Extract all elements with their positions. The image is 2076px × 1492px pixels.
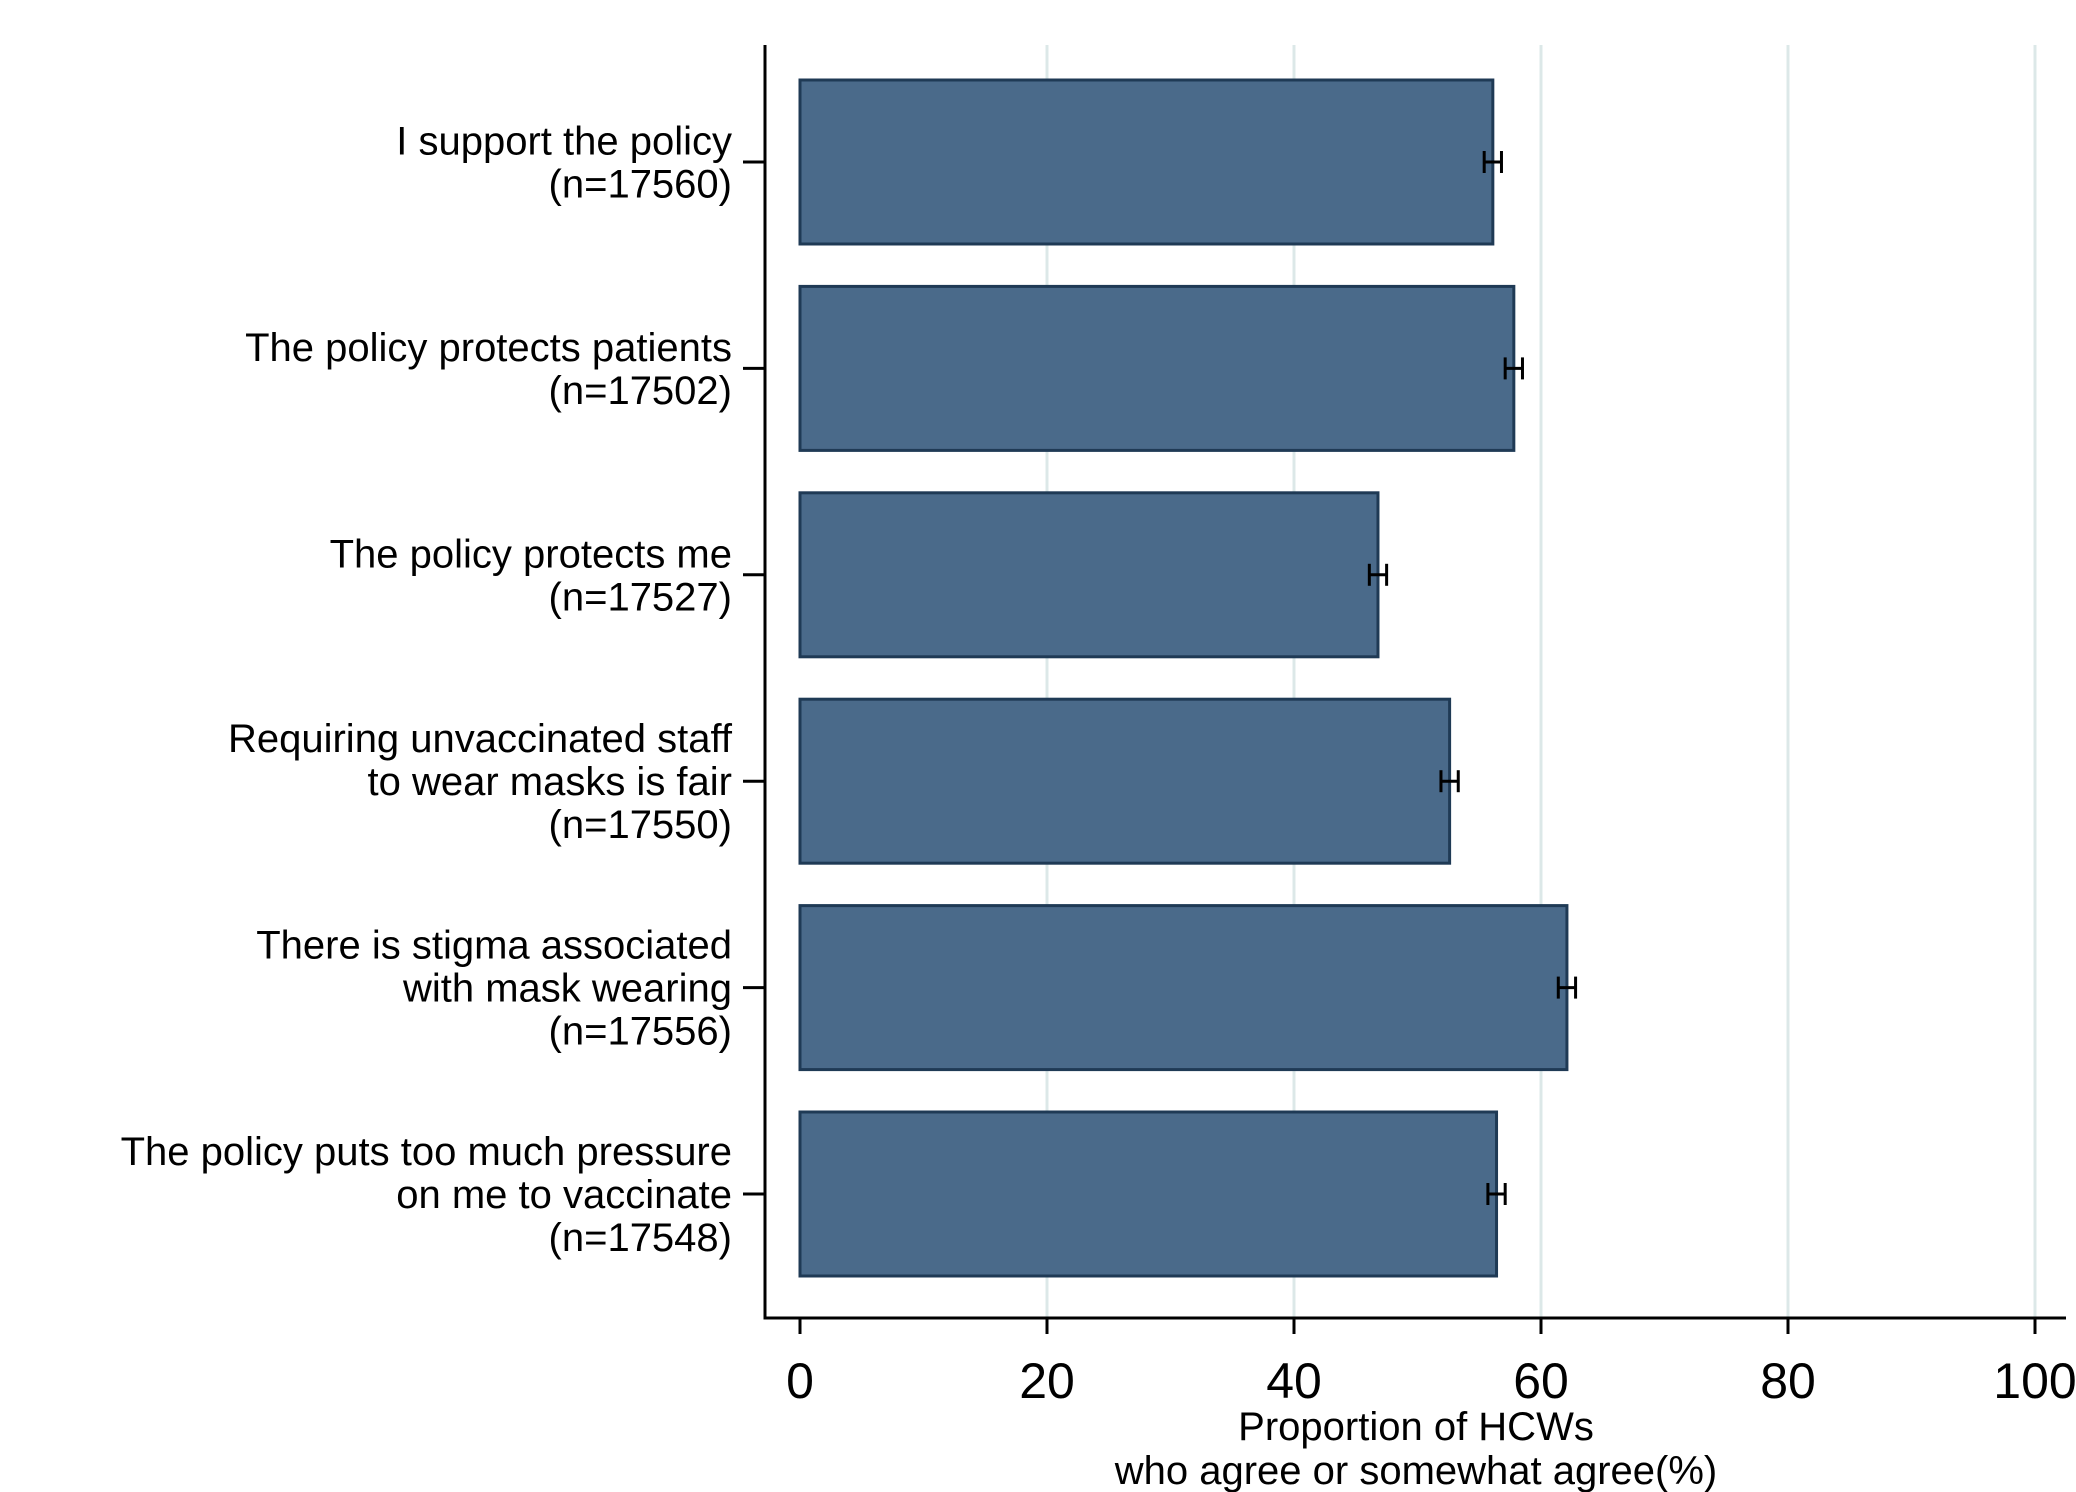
- category-label-3: The policy protects me (n=17527): [330, 532, 732, 619]
- category-labels: I support the policy (n=17560) The policy …: [121, 120, 733, 1261]
- x-tick-labels: 0 20 40 60 80 100: [786, 1318, 2076, 1409]
- error-bar-4: [1439, 770, 1460, 793]
- bar-2: [798, 284, 1516, 452]
- bar-3: [798, 491, 1380, 659]
- bar-1: [798, 78, 1495, 246]
- x-tick-label-5: 100: [1993, 1353, 2076, 1409]
- x-tick-label-1: 20: [1019, 1353, 1075, 1409]
- category-label-6: The policy puts too much pressure on me t…: [121, 1130, 732, 1260]
- bars: [798, 78, 1569, 1278]
- bar-4: [798, 697, 1452, 865]
- grid-lines: [1045, 45, 2037, 1318]
- error-bar-5: [1556, 976, 1578, 999]
- error-bar-1: [1482, 151, 1503, 173]
- error-bars: [1367, 151, 1578, 1205]
- category-label-5: There is stigma associated with mask wear…: [256, 924, 732, 1054]
- x-tick-label-2: 40: [1266, 1353, 1322, 1409]
- category-label-4: Requiring unvaccinated staff to wear mask…: [228, 717, 733, 847]
- bar-5: [798, 904, 1569, 1072]
- x-tick-label-0: 0: [786, 1353, 814, 1409]
- error-bar-2: [1503, 357, 1524, 380]
- x-axis-title: Proportion of HCWs who agree or somewhat …: [1114, 1405, 1718, 1492]
- error-bar-6: [1486, 1183, 1507, 1205]
- x-tick-label-3: 60: [1513, 1353, 1569, 1409]
- category-label-1: I support the policy (n=17560): [396, 120, 732, 207]
- bar-6: [798, 1110, 1499, 1278]
- axes: [743, 45, 2066, 1320]
- error-bar-3: [1367, 563, 1389, 586]
- x-tick-label-4: 80: [1760, 1353, 1816, 1409]
- category-label-2: The policy protects patients (n=17502): [245, 326, 732, 413]
